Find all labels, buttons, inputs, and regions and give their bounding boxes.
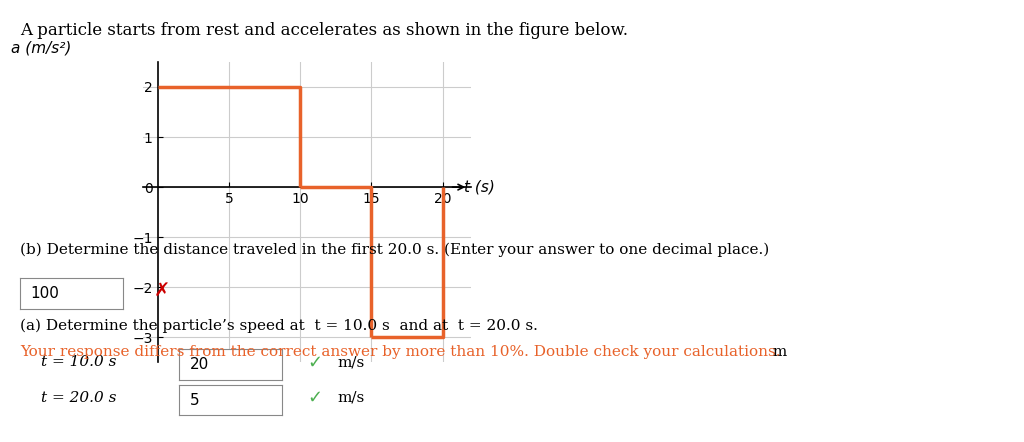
Text: 20: 20 (189, 357, 209, 372)
Text: m/s: m/s (338, 355, 366, 370)
Text: m: m (768, 345, 787, 359)
Text: m/s: m/s (338, 391, 366, 405)
Text: t (s): t (s) (464, 179, 495, 194)
Text: t = 10.0 s: t = 10.0 s (41, 355, 117, 370)
Y-axis label: a (m/s²): a (m/s²) (11, 41, 72, 56)
Text: ✗: ✗ (154, 282, 170, 301)
Text: (a) Determine the particle’s speed at  t = 10.0 s  and at  t = 20.0 s.: (a) Determine the particle’s speed at t … (20, 318, 539, 333)
Text: (b) Determine the distance traveled in the first 20.0 s. (Enter your answer to o: (b) Determine the distance traveled in t… (20, 243, 770, 258)
Text: ✓: ✓ (307, 354, 323, 371)
Text: 100: 100 (31, 286, 59, 301)
Text: ✓: ✓ (307, 389, 323, 407)
Text: A particle starts from rest and accelerates as shown in the figure below.: A particle starts from rest and accelera… (20, 22, 629, 39)
Text: Your response differs from the correct answer by more than 10%. Double check you: Your response differs from the correct a… (20, 345, 781, 359)
Text: t = 20.0 s: t = 20.0 s (41, 391, 117, 405)
Text: 5: 5 (189, 392, 199, 408)
